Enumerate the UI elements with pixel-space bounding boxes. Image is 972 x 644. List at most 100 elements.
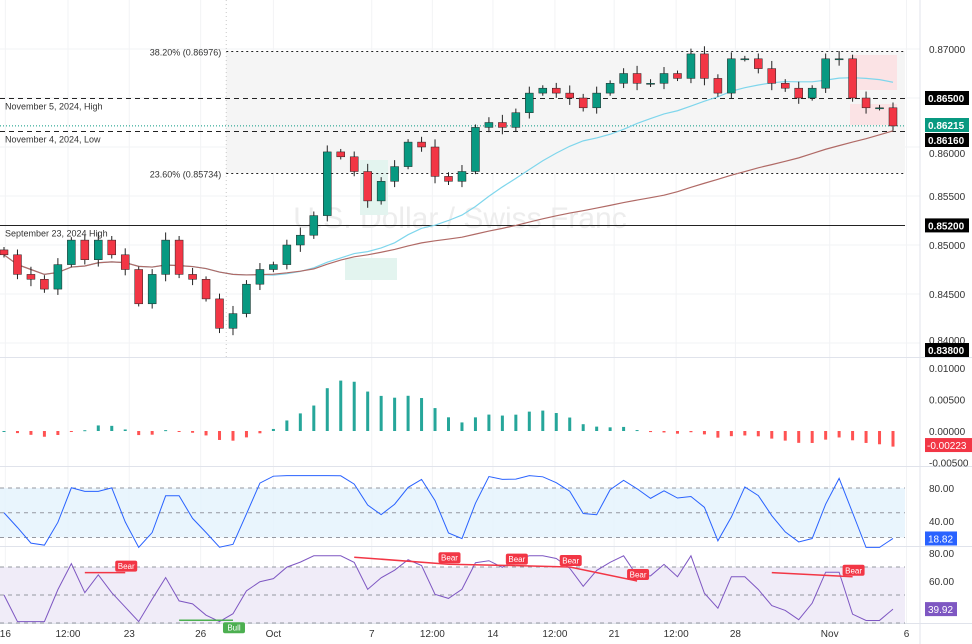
macd-histogram-bar xyxy=(83,430,87,432)
macd-histogram-bar xyxy=(729,431,733,437)
candle-body xyxy=(740,58,750,61)
candle-body xyxy=(498,122,507,128)
moving-average-line xyxy=(3,130,894,276)
candle xyxy=(26,266,36,287)
candle xyxy=(120,248,130,276)
candle xyxy=(161,232,170,282)
macd-histogram-bar xyxy=(649,431,653,433)
time-tick-label: 12:00 xyxy=(542,629,567,640)
macd-histogram-bar xyxy=(244,431,248,438)
candle-body xyxy=(430,146,440,177)
candle-body xyxy=(821,58,830,89)
candle-body xyxy=(471,127,480,172)
divergence-label-box xyxy=(505,553,528,565)
macd-histogram-bar xyxy=(447,417,450,431)
macd-histogram-bar xyxy=(500,415,504,431)
candle xyxy=(767,60,777,91)
candle-body xyxy=(605,83,615,94)
candle xyxy=(80,234,90,265)
candle-body xyxy=(727,58,736,94)
candle xyxy=(794,81,803,104)
candle-body xyxy=(592,92,601,109)
macd-histogram-bar xyxy=(325,388,329,431)
macd-histogram-bar xyxy=(689,431,693,433)
candle xyxy=(875,104,884,111)
candle xyxy=(821,53,830,93)
price-tick-label: 0.86000 xyxy=(929,149,966,160)
level-label: November 5, 2024, High xyxy=(5,102,103,112)
candle xyxy=(646,79,655,88)
macd-histogram-bar xyxy=(568,417,572,431)
candle-body xyxy=(484,122,494,128)
candle-body xyxy=(888,107,898,127)
candle-body xyxy=(323,151,332,216)
macd-histogram-bar xyxy=(406,395,410,431)
candle-body xyxy=(228,313,238,329)
candle xyxy=(632,65,642,91)
candle xyxy=(754,53,763,74)
candle xyxy=(511,108,521,132)
candle xyxy=(525,86,534,119)
candle-body xyxy=(188,274,197,280)
macd-histogram-bar xyxy=(783,431,787,441)
macd-histogram-bar xyxy=(716,431,720,438)
macd-histogram-bar xyxy=(110,425,114,431)
macd-histogram-bar xyxy=(756,431,760,437)
candle xyxy=(309,211,319,239)
macd-value: -0.00223 xyxy=(927,441,967,452)
candle-body xyxy=(444,176,453,182)
candle-body xyxy=(511,112,521,128)
bearish-zone xyxy=(850,104,897,125)
price-tick-label: 0.84500 xyxy=(929,290,966,301)
macd-histogram-bar xyxy=(514,414,518,431)
macd-histogram-bar xyxy=(460,422,464,431)
time-tick-label: 21 xyxy=(609,629,621,640)
candle-body xyxy=(646,83,655,85)
candle-body xyxy=(686,53,696,79)
macd-histogram-bar xyxy=(837,431,841,438)
candle xyxy=(834,51,844,66)
candle-body xyxy=(632,73,642,84)
time-tick-label: Oct xyxy=(266,629,282,640)
candle xyxy=(390,160,399,188)
candle-body xyxy=(309,215,319,236)
divergence-label: Bear xyxy=(118,562,135,571)
candle-body xyxy=(780,83,790,89)
candle-body xyxy=(80,239,90,260)
candle xyxy=(188,267,197,286)
candle-body xyxy=(794,87,803,99)
candle xyxy=(40,275,49,293)
candle xyxy=(552,82,561,98)
rsi-value-box xyxy=(925,602,957,617)
candle-body xyxy=(242,283,251,314)
rsi-line xyxy=(3,554,894,623)
candle xyxy=(403,139,413,170)
candle xyxy=(201,276,211,302)
candle xyxy=(13,249,22,280)
macd-tick-label: 0.00500 xyxy=(929,396,966,407)
candle-body xyxy=(107,239,117,256)
candle xyxy=(430,139,440,184)
candle-body xyxy=(296,234,305,246)
candle xyxy=(713,74,723,97)
level-price-tag: 0.86500 xyxy=(928,94,965,105)
divergence-label-box xyxy=(115,560,138,572)
candle-body xyxy=(848,58,857,99)
level-price-tag-box xyxy=(925,218,969,233)
bullish-zone xyxy=(345,258,397,280)
candle xyxy=(727,52,736,99)
macd-histogram-bar xyxy=(770,431,774,439)
candle xyxy=(269,261,278,273)
candle xyxy=(659,67,669,90)
candle xyxy=(484,117,494,133)
macd-histogram-bar xyxy=(298,413,302,431)
candle xyxy=(94,232,103,267)
macd-histogram-bar xyxy=(420,398,424,431)
candle xyxy=(605,80,615,96)
time-tick-label: 28 xyxy=(730,629,742,640)
macd-histogram-bar xyxy=(702,431,706,435)
candle xyxy=(255,263,265,291)
macd-histogram-bar xyxy=(123,429,127,431)
macd-histogram-bar xyxy=(824,431,828,440)
